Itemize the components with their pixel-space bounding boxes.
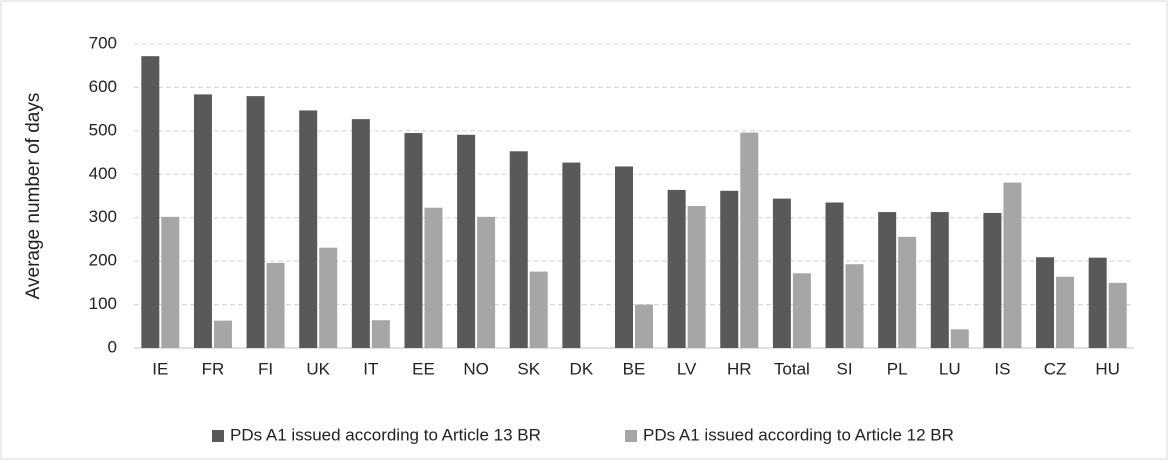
x-tick-label: LU: [939, 359, 961, 378]
x-tick-label: HR: [727, 359, 752, 378]
y-tick-label: 0: [108, 337, 117, 356]
x-tick-label: NO: [463, 359, 489, 378]
bar: [878, 212, 897, 348]
bar: [509, 151, 528, 348]
y-axis-label: Average number of days: [23, 93, 44, 300]
x-tick-label: IE: [152, 359, 168, 378]
x-tick-label: FR: [202, 359, 225, 378]
bar: [266, 262, 285, 348]
bar: [720, 190, 739, 348]
y-tick-label: 100: [89, 294, 117, 313]
bar: [898, 236, 917, 348]
bar: [404, 133, 423, 348]
bar: [635, 304, 653, 348]
bar: [1088, 257, 1107, 348]
bar: [687, 205, 706, 348]
bar: [1108, 282, 1127, 348]
y-tick-label: 200: [89, 251, 117, 270]
y-tick-label: 300: [89, 207, 117, 226]
legend-swatch: [212, 430, 224, 442]
bar: [529, 271, 548, 348]
legend-label: PDs A1 issued according to Article 13 BR: [230, 425, 541, 444]
bar: [1003, 182, 1022, 348]
bar: [319, 247, 338, 348]
y-tick-label: 400: [89, 164, 117, 183]
x-tick-label: IT: [363, 359, 378, 378]
y-tick-label: 700: [89, 33, 117, 52]
x-tick-label: DK: [570, 359, 594, 378]
x-tick-label: UK: [306, 359, 330, 378]
bar: [213, 320, 232, 348]
bar: [424, 207, 443, 348]
bar: [562, 162, 581, 348]
bar: [193, 94, 212, 349]
bar: [772, 198, 791, 348]
legend-swatch: [625, 430, 637, 442]
bar: [457, 134, 476, 348]
x-tick-label: FI: [258, 359, 273, 378]
y-tick-label: 600: [89, 77, 117, 96]
bar: [161, 216, 180, 348]
bar: [371, 320, 390, 348]
bar: [351, 119, 370, 348]
x-tick-label: PL: [887, 359, 908, 378]
bar: [950, 329, 969, 348]
bar: [299, 110, 318, 349]
bar: [983, 212, 1002, 348]
x-tick-label: HU: [1095, 359, 1120, 378]
x-tick-label: CZ: [1044, 359, 1067, 378]
x-tick-label: EE: [412, 359, 435, 378]
bar: [1036, 257, 1055, 348]
x-tick-label: SK: [517, 359, 540, 378]
bar: [615, 166, 633, 348]
bar: [930, 212, 949, 348]
bar: [740, 132, 759, 348]
x-tick-label: BE: [623, 359, 646, 378]
y-tick-label: 500: [89, 120, 117, 139]
bar: [477, 216, 496, 348]
x-tick-label: SI: [836, 359, 852, 378]
x-tick-label: Total: [774, 359, 810, 378]
x-tick-label: IS: [994, 359, 1010, 378]
legend-label: PDs A1 issued according to Article 12 BR: [643, 425, 954, 444]
bar: [825, 202, 844, 348]
bar: [1056, 276, 1075, 348]
bar: [667, 189, 686, 348]
x-tick-label: LV: [677, 359, 697, 378]
bar: [845, 264, 864, 348]
bar: [141, 56, 160, 348]
bar: [246, 96, 265, 348]
bar: [792, 273, 811, 348]
